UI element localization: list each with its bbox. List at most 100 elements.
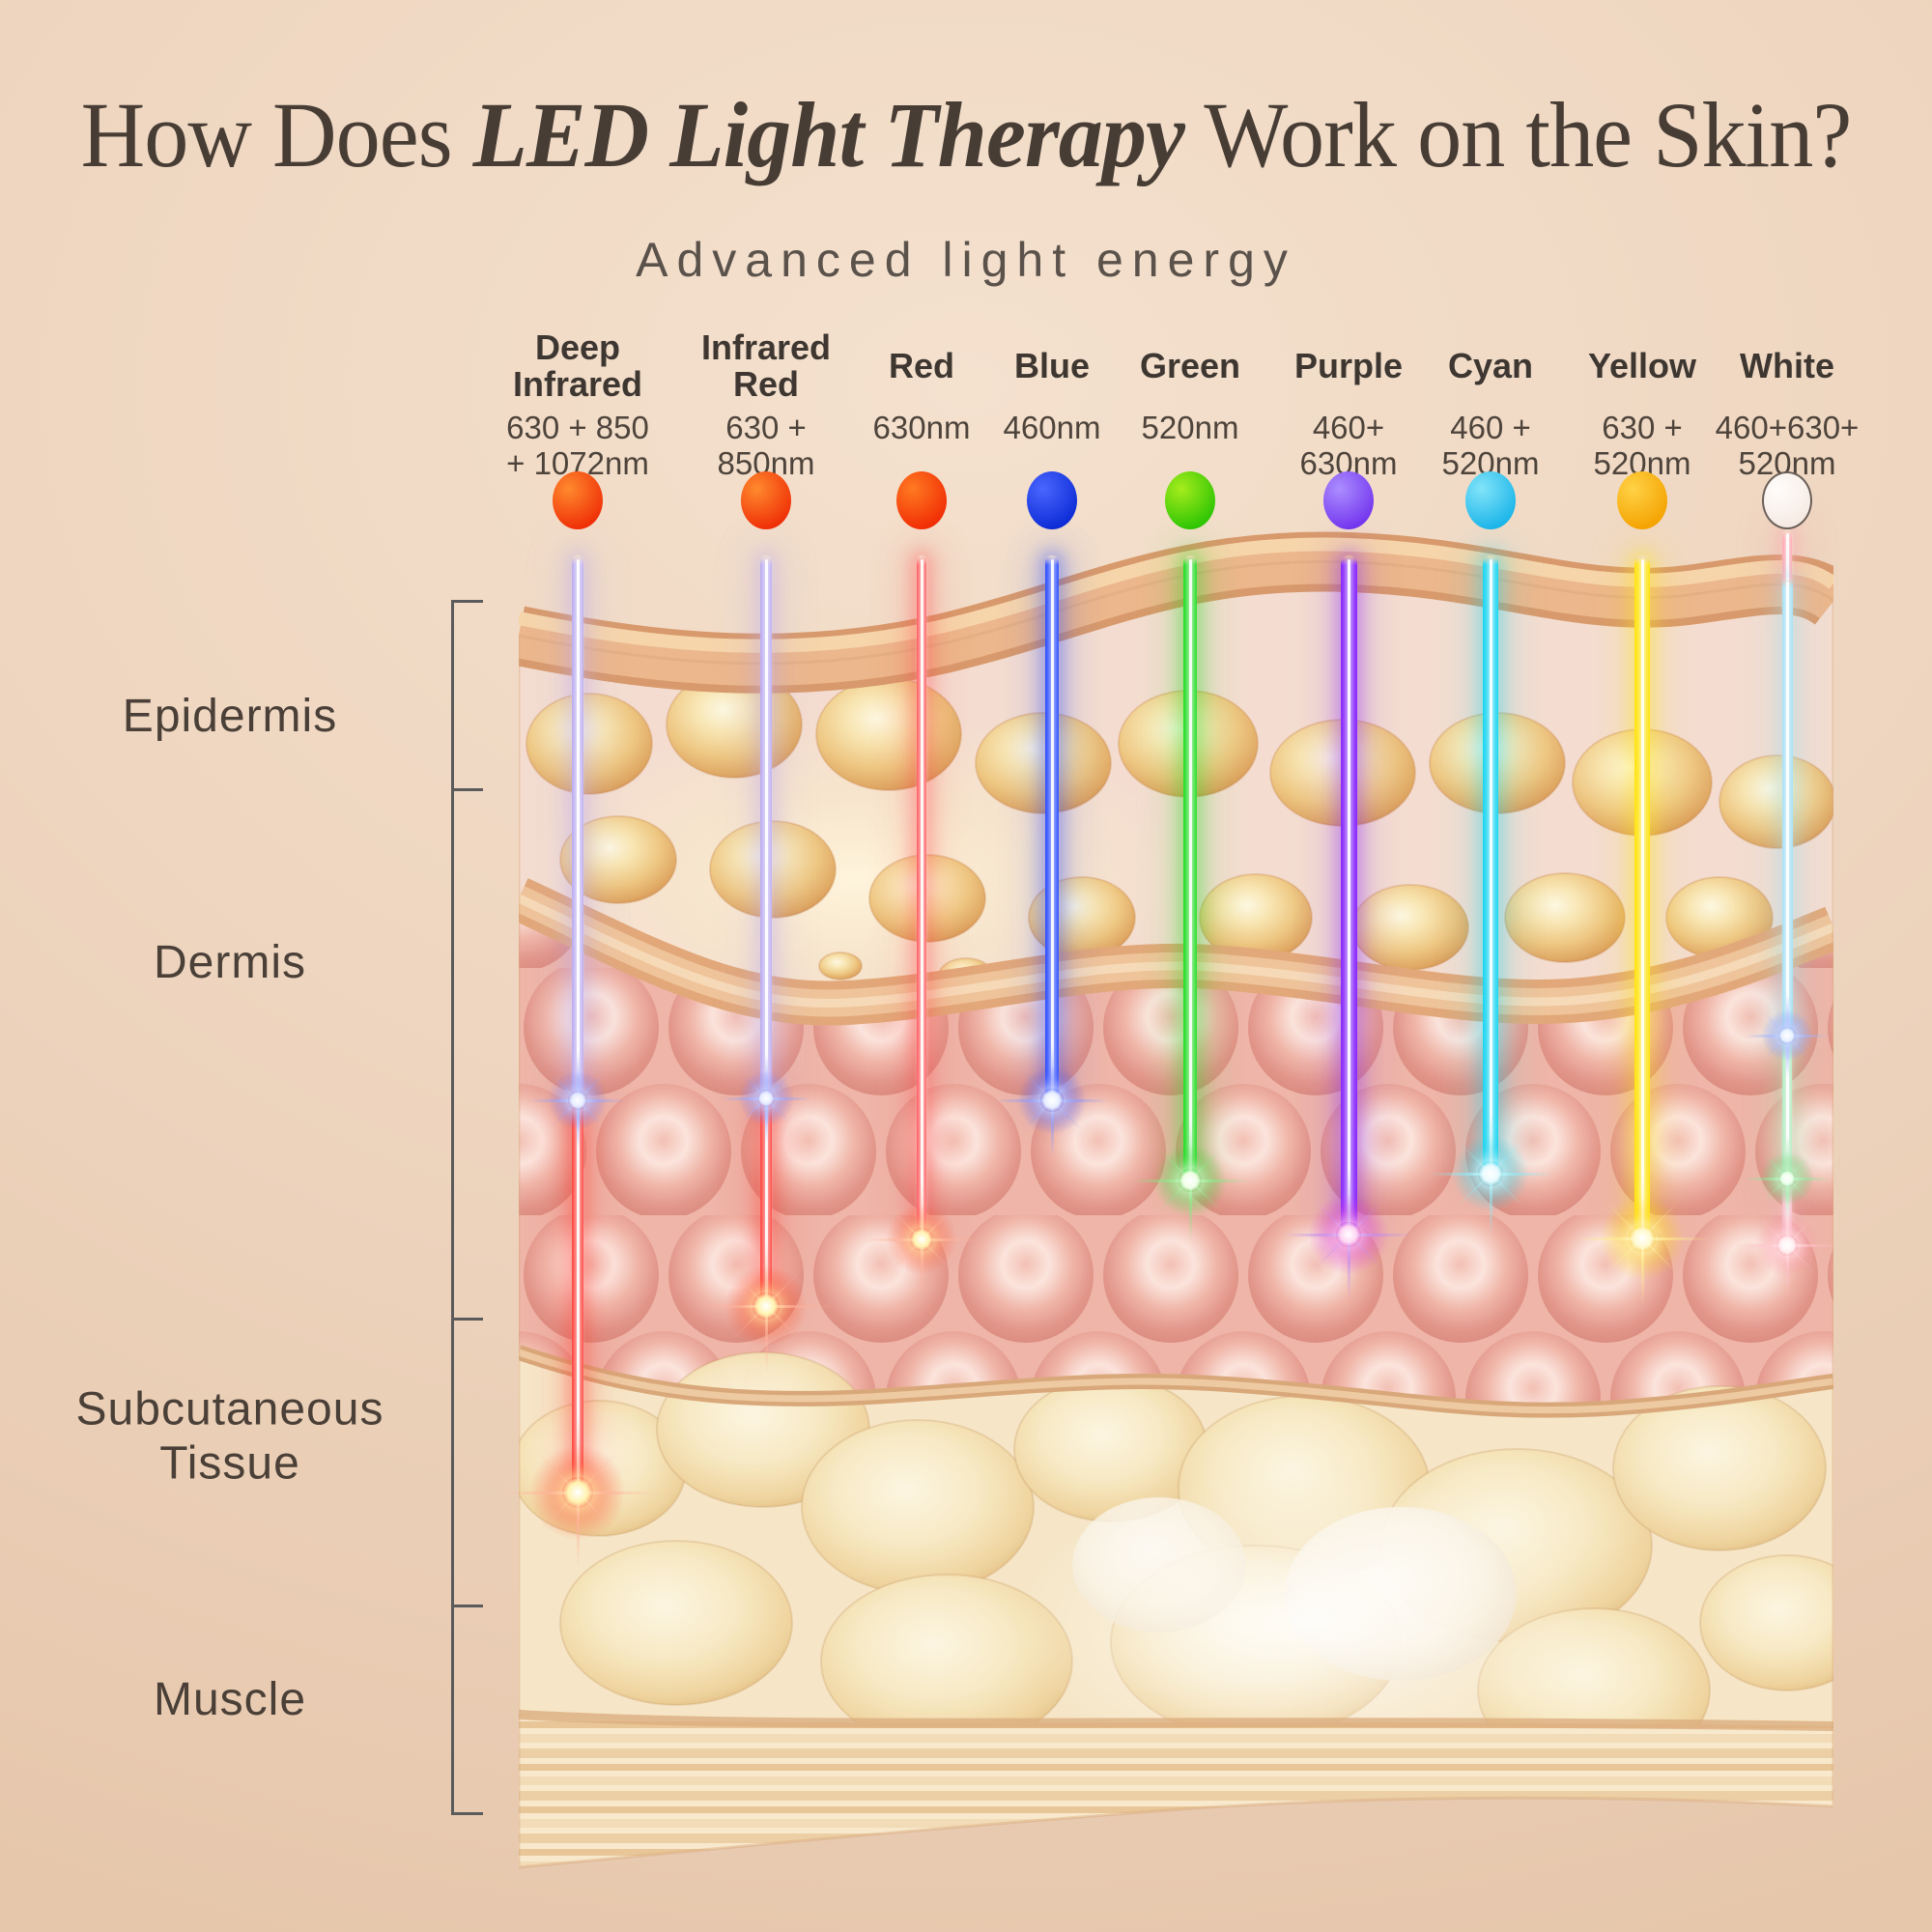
- beam-cyan: [1483, 555, 1498, 1174]
- beam-purple: [1340, 555, 1357, 1235]
- led-infrared-red: Infrared Red 630 + 850nm: [677, 327, 855, 529]
- led-wavelength: 460+630+ 520nm: [1715, 410, 1860, 482]
- led-dot-cyan: [1465, 471, 1516, 529]
- led-red: Red 630nm: [833, 327, 1010, 529]
- beam-core: [576, 559, 580, 1096]
- beam-glow-infrared-red: [699, 1239, 833, 1373]
- beam-deep-infrared: [572, 1100, 583, 1492]
- beam-glow-deep-infrared: [500, 1415, 655, 1570]
- led-name: Green: [1139, 345, 1241, 385]
- layer-label-epidermis: Epidermis: [122, 691, 338, 743]
- beam-glow-deep-infrared: [529, 1052, 626, 1149]
- led-wavelength: 520nm: [1141, 410, 1239, 445]
- layer-label-muscle: Muscle: [153, 1674, 307, 1726]
- led-dot-deep-infrared: [553, 471, 603, 529]
- led-wavelength: 630 + 520nm: [1593, 410, 1691, 482]
- glow-core: [1778, 1027, 1796, 1044]
- glow-core: [753, 1293, 780, 1320]
- beam-glow-green: [1131, 1122, 1249, 1239]
- beam-glow-blue: [996, 1044, 1108, 1156]
- glow-core: [1628, 1224, 1657, 1253]
- led-name: Purple: [1293, 345, 1404, 385]
- led-name: White: [1740, 345, 1834, 385]
- beam-glow-white: [1745, 993, 1830, 1078]
- led-wavelength: 460+ 630nm: [1299, 410, 1398, 482]
- led-name: Cyan: [1447, 345, 1534, 385]
- led-dot-purple: [1323, 471, 1374, 529]
- beam-core: [1489, 559, 1492, 1170]
- beam-glow-purple: [1283, 1169, 1414, 1300]
- led-name: Deep Infrared: [512, 327, 643, 404]
- glow-core: [562, 1477, 593, 1508]
- led-dot-infrared-red: [741, 471, 791, 529]
- title-emphasis: LED Light Therapy: [472, 83, 1185, 186]
- led-wavelength: 630nm: [872, 410, 971, 445]
- glow-core: [1040, 1089, 1064, 1112]
- beam-core: [1640, 559, 1644, 1235]
- beam-infrared-red: [760, 555, 772, 1098]
- led-name: Yellow: [1587, 345, 1697, 385]
- bracket-vertical-line: [451, 601, 454, 1813]
- led-yellow: Yellow 630 + 520nm: [1553, 327, 1731, 529]
- beam-glow-yellow: [1574, 1170, 1711, 1307]
- led-dot-red: [896, 471, 947, 529]
- glow-core: [1335, 1221, 1362, 1248]
- bracket-tick: [451, 1604, 483, 1607]
- beam-core: [764, 1102, 768, 1302]
- title-prefix: How Does: [80, 83, 473, 186]
- beam-core: [576, 1104, 580, 1489]
- page-title: How Does LED Light Therapy Work on the S…: [39, 81, 1893, 188]
- beam-core: [1785, 533, 1789, 582]
- layer-label-subcutaneous-tissue: Subcutaneous Tissue: [75, 1383, 384, 1489]
- led-green: Green 520nm: [1101, 327, 1279, 529]
- beam-core: [1347, 559, 1350, 1231]
- beam-blue: [1045, 555, 1059, 1100]
- led-dot-white: [1762, 471, 1812, 529]
- bracket-tick: [451, 787, 483, 791]
- bracket-tick: [451, 1317, 483, 1321]
- led-cyan: Cyan 460 + 520nm: [1402, 327, 1579, 529]
- beam-red: [917, 555, 926, 1239]
- led-purple: Purple 460+ 630nm: [1260, 327, 1437, 529]
- led-wavelength: 630 + 850nm: [717, 410, 815, 482]
- led-deep-infrared: Deep Infrared 630 + 850 + 1072nm: [489, 327, 667, 529]
- beam-glow-cyan: [1429, 1112, 1552, 1236]
- beam-infrared-red: [760, 1098, 772, 1306]
- beam-core: [764, 559, 768, 1094]
- bracket-tick: [451, 599, 483, 603]
- beam-core: [1785, 582, 1789, 1032]
- beam-glow-infrared-red: [721, 1053, 811, 1144]
- led-blue: Blue 460nm: [963, 327, 1141, 529]
- led-dot-green: [1165, 471, 1215, 529]
- glow-core: [568, 1091, 587, 1110]
- glow-core: [756, 1089, 776, 1108]
- led-name: Infrared Red: [700, 327, 832, 404]
- beam-glow-white: [1736, 1194, 1838, 1296]
- led-dot-yellow: [1617, 471, 1667, 529]
- led-white: White 460+630+ 520nm: [1698, 327, 1876, 529]
- glow-core: [1776, 1235, 1798, 1256]
- glow-core: [1178, 1168, 1203, 1193]
- beam-core: [1050, 559, 1054, 1096]
- led-dot-blue: [1027, 471, 1077, 529]
- layer-label-dermis: Dermis: [154, 937, 306, 989]
- beam-glow-red: [864, 1181, 980, 1297]
- beam-white: [1782, 529, 1792, 585]
- beam-core: [920, 559, 923, 1236]
- beam-white: [1781, 578, 1793, 1036]
- beam-white: [1782, 1036, 1792, 1179]
- bracket-tick: [451, 1811, 483, 1815]
- beam-deep-infrared: [572, 555, 583, 1100]
- subtitle: Advanced light energy: [636, 233, 1296, 287]
- led-name: Blue: [1013, 345, 1090, 385]
- title-suffix: Work on the Skin?: [1183, 83, 1852, 186]
- beam-green: [1183, 555, 1197, 1180]
- glow-core: [1778, 1170, 1796, 1187]
- led-name: Red: [888, 345, 954, 385]
- beam-core: [1188, 559, 1192, 1177]
- led-wavelength: 460nm: [1003, 410, 1101, 445]
- beam-core: [1785, 1039, 1789, 1175]
- beam-yellow: [1634, 555, 1650, 1238]
- glow-core: [910, 1228, 933, 1251]
